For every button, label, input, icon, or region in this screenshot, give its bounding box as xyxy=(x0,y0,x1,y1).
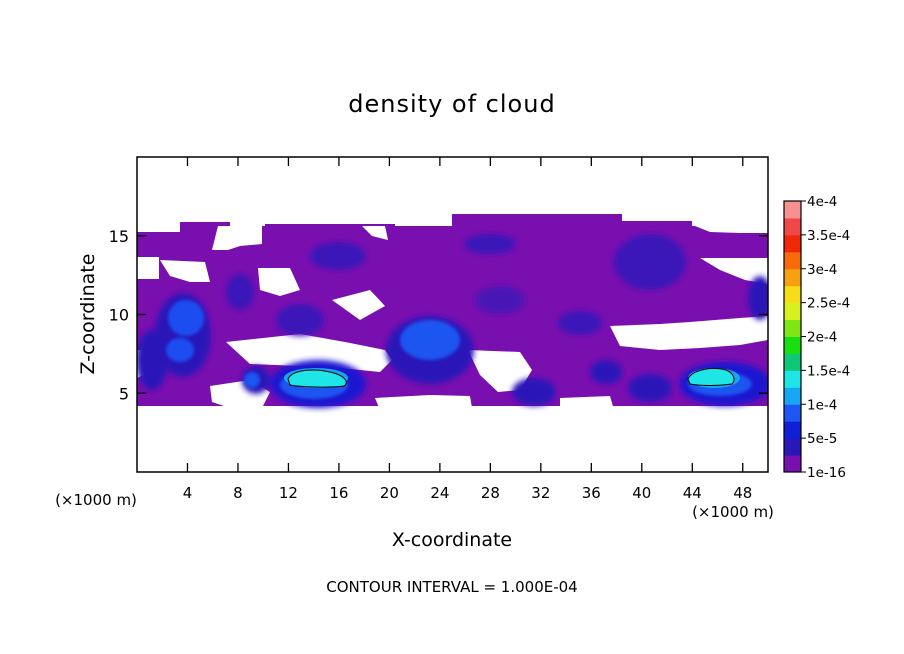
colorbar-label: 3e-4 xyxy=(807,262,837,278)
x-tick-label: 44 xyxy=(683,484,702,502)
colorbar-segment xyxy=(784,455,801,473)
y-tick-label: 5 xyxy=(119,384,129,403)
colorbar-label: 1e-16 xyxy=(807,465,846,481)
colorbar-segment xyxy=(784,438,801,456)
x-tick-label: 28 xyxy=(481,484,500,502)
colorbar-segment xyxy=(784,234,801,253)
x-tick-label: 24 xyxy=(430,484,449,502)
colorbar-segment xyxy=(784,370,801,388)
x-tick-label: 40 xyxy=(632,484,651,502)
colorbar-label: 1.5e-4 xyxy=(807,363,850,379)
x-tick-label: 12 xyxy=(279,484,298,502)
colorbar-label: 1e-4 xyxy=(807,397,837,413)
x-axis-label: X-coordinate xyxy=(392,529,512,551)
colorbar-segment xyxy=(784,353,801,371)
colorbar-segment xyxy=(784,404,801,422)
colorbar-segment xyxy=(784,201,801,219)
contour-interval-note: CONTOUR INTERVAL = 1.000E-04 xyxy=(326,578,577,596)
colorbar-segment xyxy=(784,336,801,354)
x-axis: 4 8 12 16 20 24 28 32 36 40 44 48 xyxy=(183,157,752,502)
x-tick-label: 36 xyxy=(582,484,601,502)
x-tick-label: 32 xyxy=(531,484,550,502)
colorbar-segment xyxy=(784,251,801,270)
x-tick-label: 20 xyxy=(380,484,399,502)
y-tick-label: 15 xyxy=(109,227,129,246)
y-axis-label: Z-coordinate xyxy=(77,254,99,375)
x-unit-label-left: (×1000 m) xyxy=(55,491,137,509)
chart-title: density of cloud xyxy=(348,90,555,118)
x-tick-label: 8 xyxy=(233,484,243,502)
x-unit-label-right: (×1000 m) xyxy=(692,503,774,521)
colorbar: 1e-16 5e-5 1e-4 1.5e-4 2e-4 2.5e-4 3e-4 3.5e-4 4… xyxy=(783,194,850,481)
colorbar-label: 3.5e-4 xyxy=(807,228,850,244)
cloud-core-regions xyxy=(284,367,740,388)
colorbar-segment xyxy=(784,319,801,337)
y-tick-label: 10 xyxy=(109,306,129,325)
cloud-field xyxy=(137,157,768,472)
colorbar-segment xyxy=(784,302,801,321)
colorbar-label: 4e-4 xyxy=(807,194,837,210)
colorbar-segment xyxy=(784,285,801,304)
y-axis: 5 10 15 xyxy=(109,227,768,403)
colorbar-label: 2.5e-4 xyxy=(807,296,850,312)
x-tick-label: 48 xyxy=(733,484,752,502)
x-tick-label: 4 xyxy=(183,484,193,502)
x-tick-label: 16 xyxy=(329,484,348,502)
colorbar-label: 2e-4 xyxy=(807,330,837,346)
cloud-gaps xyxy=(137,157,768,472)
colorbar-label: 5e-5 xyxy=(807,431,837,447)
colorbar-segment xyxy=(784,421,801,439)
colorbar-segment xyxy=(784,217,801,236)
colorbar-segment xyxy=(784,268,801,287)
colorbar-segment xyxy=(784,387,801,405)
